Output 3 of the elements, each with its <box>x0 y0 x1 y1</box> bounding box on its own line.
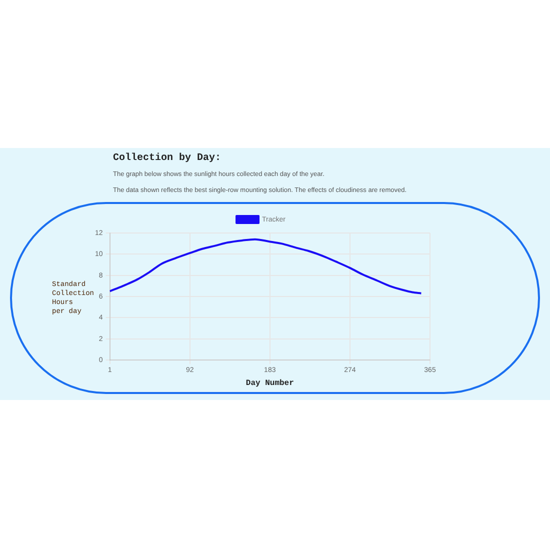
line-series <box>110 238 422 294</box>
chart-title: Collection by Day: <box>113 153 222 164</box>
x-axis-title: Day Number <box>246 379 294 388</box>
